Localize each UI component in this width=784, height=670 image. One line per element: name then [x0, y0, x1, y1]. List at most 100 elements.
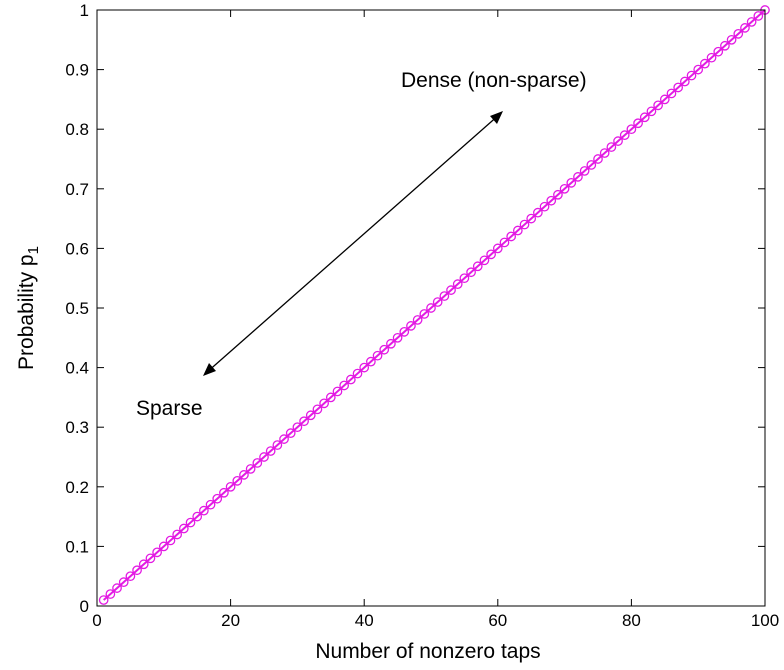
series-0-point-24 — [259, 452, 269, 462]
y-tick-label-3: 0.3 — [65, 418, 89, 437]
series-0-point-62 — [512, 225, 523, 236]
series-0-point-80 — [633, 118, 643, 129]
sparse-arrow-head — [203, 363, 216, 376]
series-0-point-28 — [285, 428, 296, 439]
series-0-point-21 — [239, 470, 249, 480]
series-0-point-45 — [399, 326, 410, 337]
series-0-point-23 — [252, 458, 263, 468]
dense-arrow-line — [205, 113, 501, 374]
series-0-point-33 — [319, 398, 329, 409]
series-0-point-43 — [386, 338, 396, 349]
x-axis-title: Number of nonzero taps — [315, 640, 540, 663]
series-0-point-42 — [379, 344, 390, 355]
y-tick-label-7: 0.7 — [65, 180, 89, 199]
series-0-point-81 — [639, 112, 650, 123]
series-0-point-71 — [573, 172, 583, 182]
series-0-point-91 — [706, 52, 717, 63]
x-tick-label-0: 0 — [92, 611, 101, 630]
series-0-point-88 — [686, 70, 697, 81]
series-0-point-54 — [459, 273, 470, 284]
dense-arrow-head — [490, 111, 503, 124]
y-axis-title-main: Probability p — [15, 254, 38, 370]
x-tick-label-3: 60 — [488, 611, 507, 630]
dense-arrow — [203, 111, 503, 376]
series-0-point-39 — [359, 362, 370, 373]
series-0-point-2 — [112, 583, 122, 593]
series-0-point-49 — [426, 303, 436, 313]
series-0-point-20 — [232, 475, 243, 486]
series-0-point-58 — [486, 249, 496, 260]
series-0-point-82 — [646, 106, 657, 117]
series-0-point-15 — [199, 505, 209, 516]
x-tick-label-1: 20 — [221, 611, 240, 630]
series-0-point-38 — [352, 368, 363, 379]
series-0-point-73 — [586, 160, 597, 170]
series-0-point-48 — [419, 309, 430, 319]
series-0-point-90 — [700, 58, 710, 69]
series-0-point-64 — [526, 213, 537, 224]
y-tick-label-9: 0.9 — [65, 61, 89, 80]
series-0-point-34 — [325, 392, 336, 403]
series-0-point-74 — [593, 154, 603, 164]
series-0-point-60 — [499, 237, 510, 248]
series-0-point-92 — [713, 46, 724, 57]
ticks-layer: 0 20 40 60 80 100 0 0.1 0.2 0.3 0.4 0.5 0.6 0.7 0.8 0.9… — [65, 1, 779, 630]
series-0-point-75 — [599, 148, 610, 158]
y-axis-title: Probability p1 — [15, 246, 42, 370]
series-0-point-55 — [466, 267, 476, 278]
series-0-point-14 — [192, 511, 203, 522]
x-tick-label-4: 80 — [622, 611, 641, 630]
series-0-point-8 — [152, 547, 162, 558]
series-0-point-56 — [472, 261, 483, 272]
series-0-point-46 — [406, 321, 416, 331]
series-0-point-44 — [392, 332, 403, 343]
series-0-point-5 — [132, 565, 142, 576]
series-0-point-89 — [693, 64, 704, 75]
series-0-point-61 — [506, 231, 517, 242]
series-0-point-63 — [519, 219, 530, 230]
x-tick-label-2: 40 — [355, 611, 374, 630]
series-0-point-18 — [219, 487, 229, 498]
series-0-point-36 — [339, 380, 350, 391]
series-0-point-65 — [533, 207, 543, 218]
series-0-point-40 — [366, 356, 376, 367]
series-0-point-30 — [299, 416, 309, 427]
y-tick-label-8: 0.8 — [65, 120, 89, 139]
series-0-point-11 — [172, 529, 183, 540]
series-0-point-6 — [138, 559, 149, 570]
series-0-point-84 — [659, 94, 670, 105]
series-0-point-69 — [559, 183, 570, 194]
series-0-point-52 — [446, 285, 456, 295]
series-0-point-95 — [733, 28, 744, 39]
series-0-point-83 — [653, 100, 663, 111]
y-tick-label-2: 0.2 — [65, 478, 89, 497]
series-0-point-9 — [158, 541, 169, 552]
x-tick-label-5: 100 — [751, 611, 779, 630]
series-0-point-3 — [118, 577, 129, 588]
y-tick-label-0: 0 — [80, 597, 89, 616]
series-0-point-1 — [105, 589, 116, 599]
y-tick-label-1: 0.1 — [65, 537, 89, 556]
series-0-point-37 — [345, 374, 356, 385]
series-0-point-85 — [666, 88, 677, 99]
series-0-point-76 — [606, 142, 617, 152]
y-tick-label-6: 0.6 — [65, 239, 89, 258]
series-0-point-67 — [546, 195, 557, 206]
series-0-point-16 — [205, 499, 216, 510]
series-0-point-86 — [673, 82, 684, 93]
series-0-point-68 — [553, 189, 563, 200]
series-0-point-66 — [539, 201, 550, 212]
series-0-point-77 — [613, 136, 623, 146]
series-0-point-79 — [626, 124, 637, 135]
series-0-point-98 — [753, 11, 764, 21]
series-0-point-96 — [740, 23, 750, 33]
series-0-point-19 — [225, 481, 236, 492]
annotation-dense: Dense (non-sparse) — [401, 69, 587, 92]
series-0-point-12 — [178, 523, 189, 534]
series-0-point-59 — [492, 243, 503, 254]
series-0-point-97 — [746, 17, 757, 27]
annotation-sparse: Sparse — [136, 397, 203, 420]
series-0-point-13 — [185, 517, 196, 528]
series-0-point-4 — [125, 571, 136, 582]
